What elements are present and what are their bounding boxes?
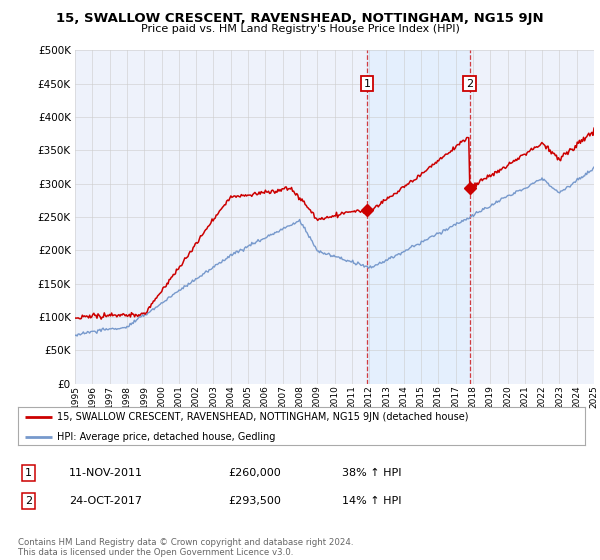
- Text: 11-NOV-2011: 11-NOV-2011: [69, 468, 143, 478]
- Text: 38% ↑ HPI: 38% ↑ HPI: [342, 468, 401, 478]
- Text: 2: 2: [25, 496, 32, 506]
- Text: 2: 2: [466, 79, 473, 88]
- Text: £293,500: £293,500: [228, 496, 281, 506]
- Text: 14% ↑ HPI: 14% ↑ HPI: [342, 496, 401, 506]
- Bar: [367, 50, 470, 384]
- Text: 15, SWALLOW CRESCENT, RAVENSHEAD, NOTTINGHAM, NG15 9JN (detached house): 15, SWALLOW CRESCENT, RAVENSHEAD, NOTTIN…: [56, 412, 468, 422]
- Text: Contains HM Land Registry data © Crown copyright and database right 2024.
This d: Contains HM Land Registry data © Crown c…: [18, 538, 353, 557]
- Text: 15, SWALLOW CRESCENT, RAVENSHEAD, NOTTINGHAM, NG15 9JN: 15, SWALLOW CRESCENT, RAVENSHEAD, NOTTIN…: [56, 12, 544, 25]
- Text: HPI: Average price, detached house, Gedling: HPI: Average price, detached house, Gedl…: [56, 432, 275, 442]
- Text: £260,000: £260,000: [228, 468, 281, 478]
- Text: 1: 1: [25, 468, 32, 478]
- Text: 1: 1: [364, 79, 370, 88]
- Text: Price paid vs. HM Land Registry's House Price Index (HPI): Price paid vs. HM Land Registry's House …: [140, 24, 460, 34]
- Text: 24-OCT-2017: 24-OCT-2017: [69, 496, 142, 506]
